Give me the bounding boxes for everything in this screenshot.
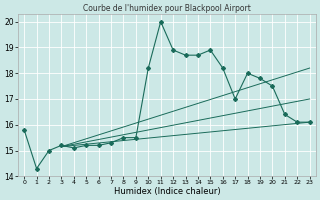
X-axis label: Humidex (Indice chaleur): Humidex (Indice chaleur) xyxy=(114,187,220,196)
Title: Courbe de l'humidex pour Blackpool Airport: Courbe de l'humidex pour Blackpool Airpo… xyxy=(83,4,251,13)
